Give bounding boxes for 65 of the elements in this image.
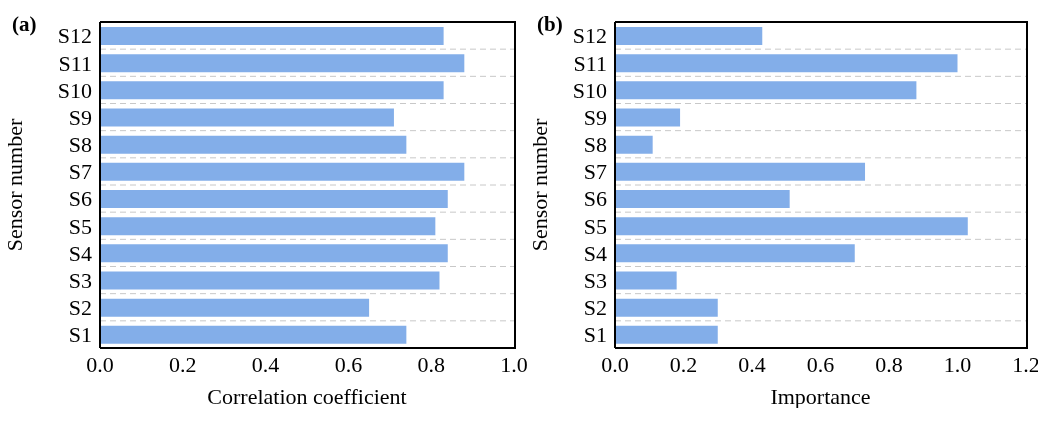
y-tick-label: S12 bbox=[572, 23, 607, 49]
bar bbox=[615, 271, 677, 290]
y-tick-label: S6 bbox=[68, 186, 92, 212]
y-tick-label: S5 bbox=[68, 213, 92, 239]
x-axis-title: Importance bbox=[770, 384, 871, 409]
bar bbox=[100, 27, 444, 45]
bar bbox=[615, 108, 681, 127]
x-tick-label: 0.0 bbox=[86, 351, 114, 377]
x-tick-label: 0.4 bbox=[251, 351, 280, 377]
chart-title: (a) bbox=[12, 12, 37, 37]
y-tick-label: S1 bbox=[68, 322, 92, 348]
y-tick-label: S3 bbox=[68, 267, 92, 293]
y-tick-label: S7 bbox=[68, 159, 92, 185]
bar bbox=[615, 81, 917, 100]
y-tick-label: S2 bbox=[68, 295, 92, 321]
y-tick-label: S1 bbox=[583, 322, 607, 348]
y-tick-label: S4 bbox=[68, 240, 92, 266]
x-tick-label: 1.0 bbox=[943, 351, 972, 377]
x-tick-label: 0.8 bbox=[417, 351, 445, 377]
bar bbox=[100, 162, 465, 181]
y-tick-label: S8 bbox=[583, 132, 607, 158]
bar bbox=[615, 54, 958, 73]
bar bbox=[615, 190, 790, 208]
y-tick-label: S10 bbox=[572, 77, 607, 103]
y-tick-label: S9 bbox=[583, 104, 607, 130]
bar bbox=[615, 244, 855, 263]
x-tick-label: 1.2 bbox=[1012, 351, 1040, 377]
y-tick-label: S11 bbox=[58, 50, 92, 76]
chart-title: (b) bbox=[537, 12, 563, 37]
bar bbox=[100, 81, 444, 100]
x-tick-label: 0.2 bbox=[669, 351, 698, 377]
bar bbox=[100, 190, 448, 208]
bar bbox=[100, 271, 440, 290]
y-tick-label: S3 bbox=[583, 267, 607, 293]
bar bbox=[100, 325, 407, 344]
x-tick-label: 0.8 bbox=[875, 351, 903, 377]
bar bbox=[615, 325, 718, 344]
x-axis-title: Correlation coefficient bbox=[207, 384, 407, 409]
y-tick-label: S9 bbox=[68, 104, 92, 130]
x-tick-label: 0.6 bbox=[334, 351, 363, 377]
x-tick-label: 0.2 bbox=[169, 351, 197, 377]
y-tick-label: S2 bbox=[583, 295, 607, 321]
bar bbox=[100, 54, 465, 73]
bar bbox=[615, 298, 718, 317]
y-tick-label: S10 bbox=[57, 77, 92, 103]
x-tick-label: 0.0 bbox=[601, 351, 629, 377]
y-tick-label: S8 bbox=[68, 132, 92, 158]
bar bbox=[100, 108, 394, 127]
bar bbox=[100, 244, 448, 263]
y-tick-label: S5 bbox=[583, 213, 607, 239]
y-tick-label: S6 bbox=[583, 186, 607, 212]
bar bbox=[100, 135, 407, 154]
y-tick-label: S11 bbox=[573, 50, 607, 76]
bar bbox=[100, 298, 370, 317]
y-tick-label: S7 bbox=[583, 159, 607, 185]
bar bbox=[615, 135, 653, 154]
x-tick-label: 0.4 bbox=[738, 351, 766, 377]
bar bbox=[615, 162, 866, 181]
x-tick-label: 1.0 bbox=[500, 351, 528, 377]
bar bbox=[615, 27, 763, 45]
y-tick-label: S4 bbox=[583, 240, 607, 266]
bar bbox=[100, 217, 436, 236]
y-tick-label: S12 bbox=[57, 23, 92, 49]
bar bbox=[615, 217, 968, 236]
x-tick-label: 0.6 bbox=[806, 351, 835, 377]
